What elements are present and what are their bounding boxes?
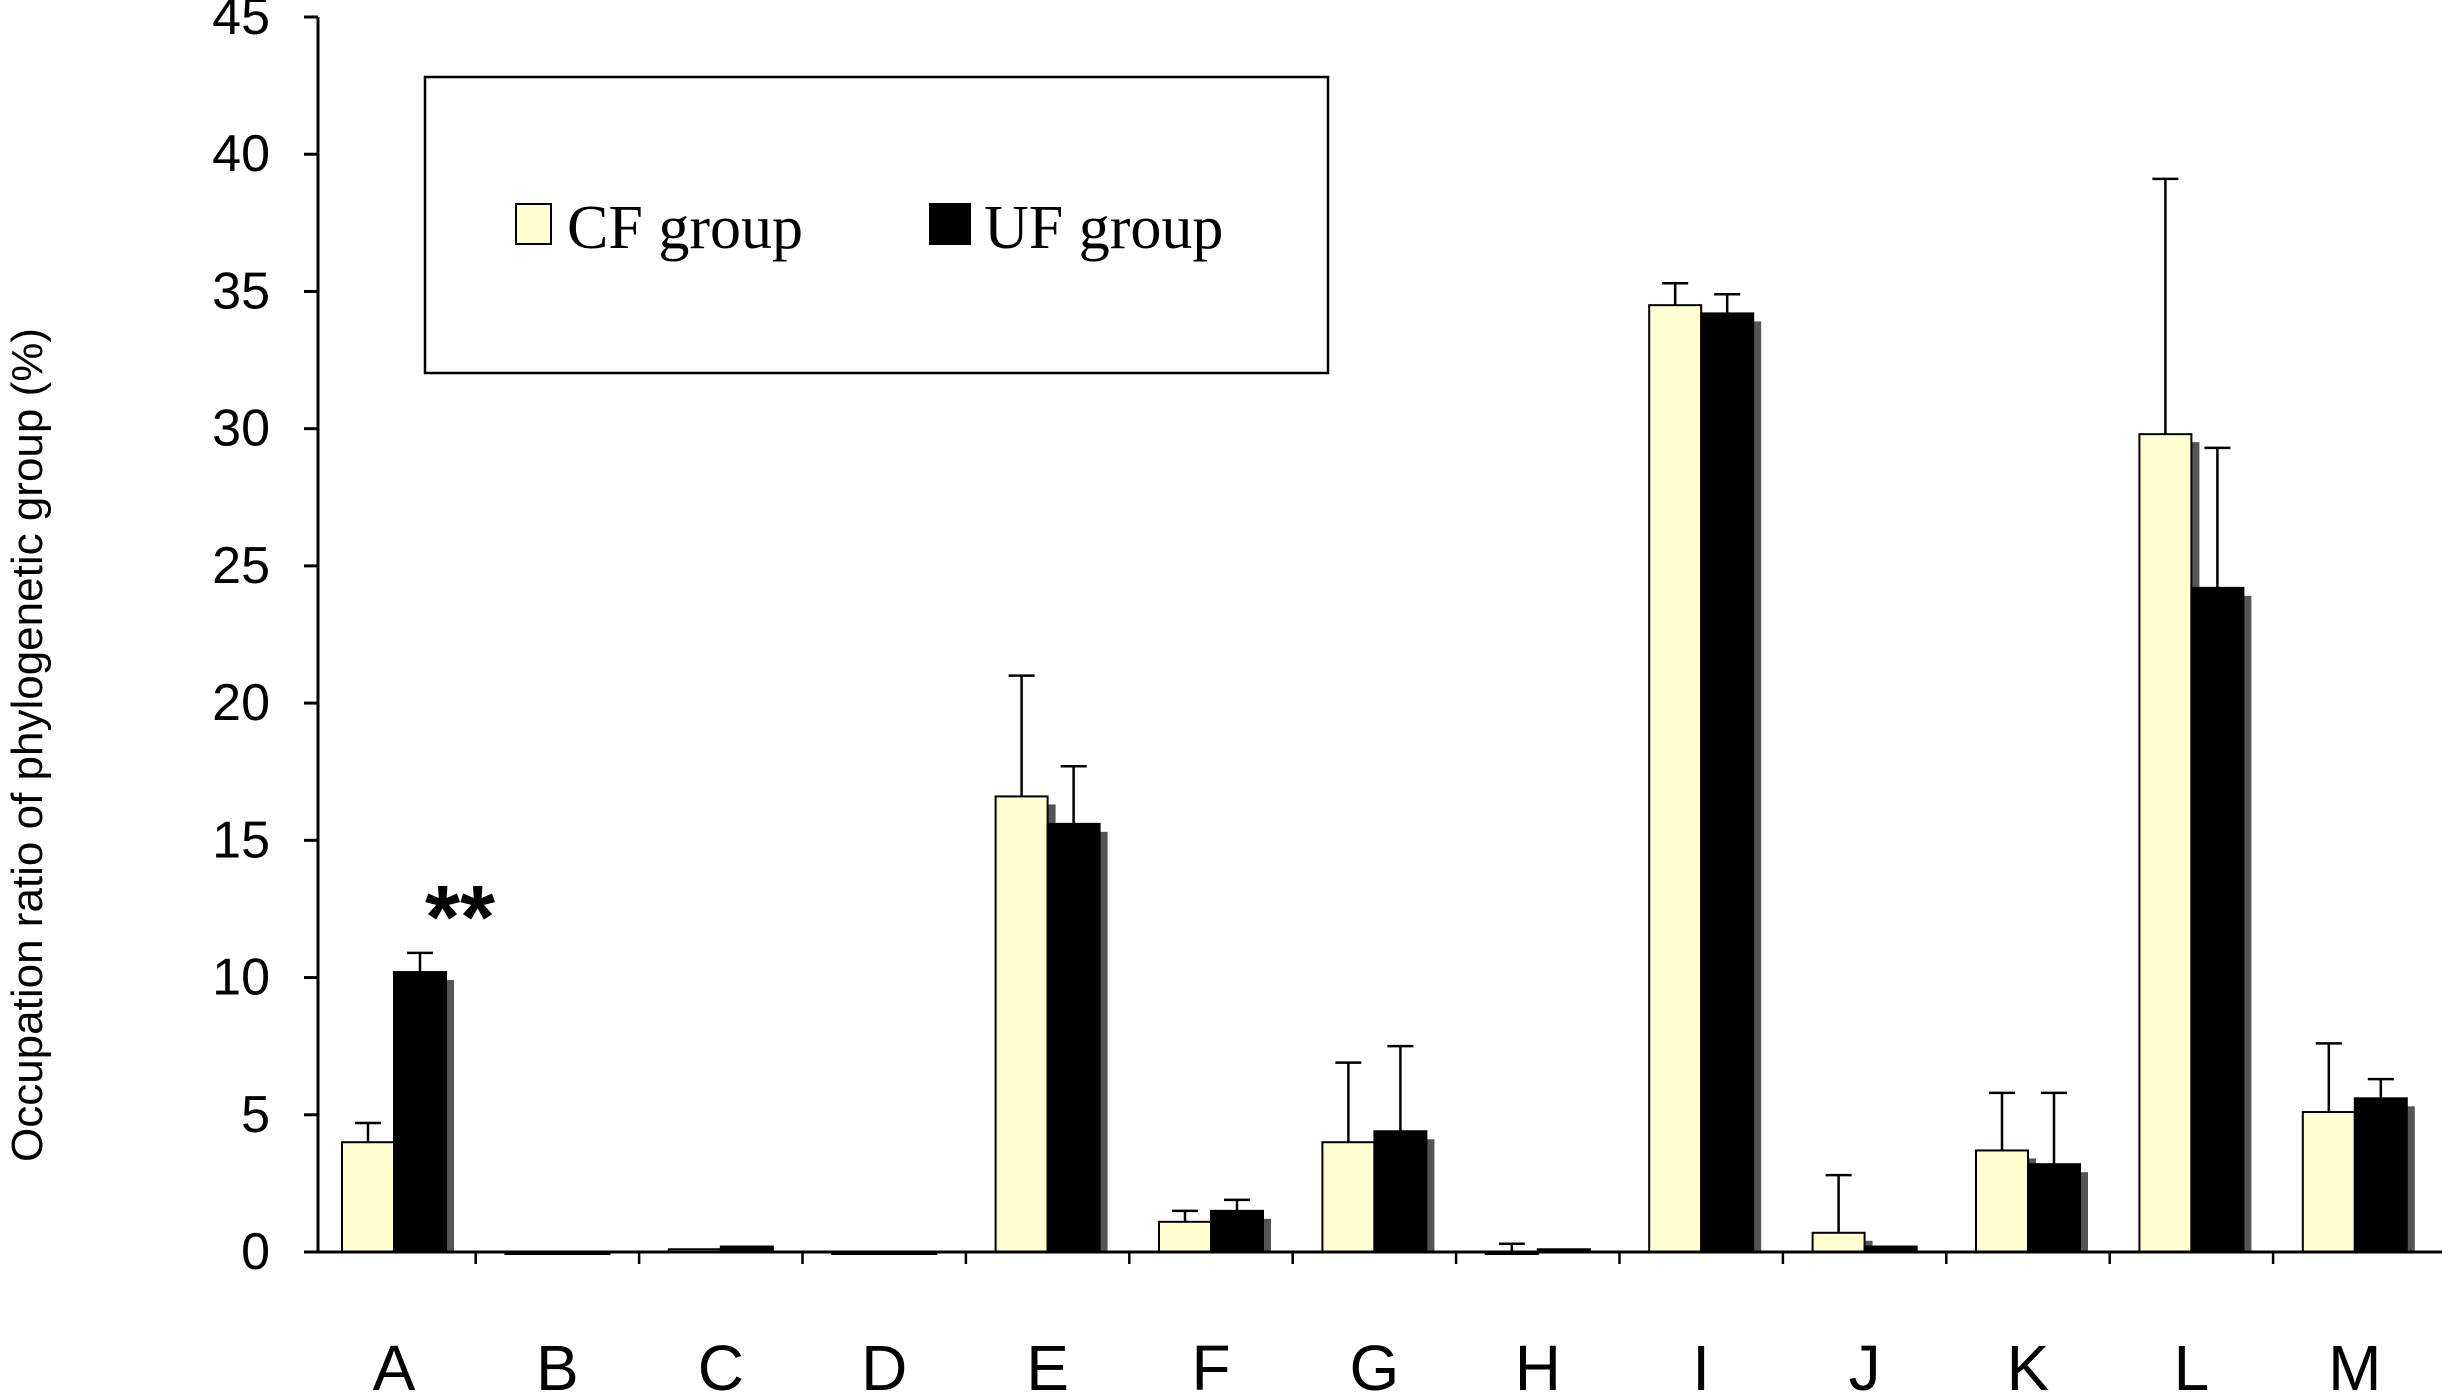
y-tick-label-30: 30 <box>212 400 270 458</box>
bar-f-uf-group <box>1210 1209 1264 1254</box>
significance-annotation-a: ** <box>425 868 495 968</box>
x-tick-label-g: G <box>1350 1332 1400 1392</box>
x-tick-label-j: J <box>1849 1332 1881 1392</box>
bar-m-cf-group <box>2301 1111 2356 1253</box>
bar-e-cf-group <box>994 795 1049 1254</box>
legend: CF group UF group <box>423 75 1330 375</box>
bar-g-cf-group <box>1321 1141 1376 1253</box>
bars-layer <box>341 304 2415 1255</box>
legend-box <box>423 75 1330 375</box>
y-tick-label-10: 10 <box>212 949 270 1007</box>
y-tick-label-45: 45 <box>212 0 270 46</box>
bar-i-cf-group <box>1648 304 1703 1253</box>
x-tick-label-l: L <box>2174 1332 2210 1392</box>
x-tick-label-m: M <box>2328 1332 2381 1392</box>
bar-l-cf-group <box>2138 433 2193 1253</box>
y-tick-label-15: 15 <box>212 811 270 869</box>
legend-label-cf-group: CF group <box>567 194 803 262</box>
labels-layer: A B C D E F G H I J K L M 0 5 10 15 20 25 30 35 40 45 ** <box>212 0 2381 1392</box>
x-tick-label-b: B <box>536 1332 579 1392</box>
bar-e-uf-group <box>1046 822 1101 1253</box>
legend-swatch-uf-group <box>929 203 971 245</box>
bar-k-uf-group <box>2027 1163 2081 1253</box>
bar-g-uf-group <box>1373 1130 1428 1253</box>
bar-f-cf-group <box>1158 1220 1212 1254</box>
error-bars-layer <box>355 177 2394 1252</box>
bar-j-cf-group <box>1811 1231 1866 1254</box>
axes-layer <box>304 15 2442 1264</box>
bar-i-uf-group <box>1700 312 1755 1253</box>
y-tick-label-25: 25 <box>212 537 270 595</box>
bar-k-cf-group <box>1975 1149 2029 1254</box>
x-tick-label-f: F <box>1191 1332 1230 1392</box>
y-tick-label-20: 20 <box>212 674 270 732</box>
x-tick-label-e: E <box>1026 1332 1069 1392</box>
y-axis-label: Occupation ratio of phylogenetic group (… <box>3 328 52 1162</box>
x-tick-label-i: I <box>1692 1332 1710 1392</box>
x-tick-label-k: K <box>2007 1332 2050 1392</box>
y-tick-label-5: 5 <box>241 1086 270 1144</box>
bar-a-uf-group <box>393 971 447 1253</box>
x-tick-label-d: D <box>861 1332 907 1392</box>
x-tick-label-c: C <box>698 1332 744 1392</box>
legend-swatch-cf-group <box>515 203 552 245</box>
bar-m-uf-group <box>2353 1097 2408 1254</box>
x-tick-label-a: A <box>373 1332 416 1392</box>
y-tick-label-40: 40 <box>212 125 270 183</box>
legend-label-uf-group: UF group <box>984 194 1223 262</box>
bar-l-uf-group <box>2190 586 2245 1253</box>
y-tick-label-0: 0 <box>241 1223 270 1281</box>
y-tick-label-35: 35 <box>212 262 270 320</box>
bar-a-cf-group <box>341 1141 395 1253</box>
x-tick-label-h: H <box>1515 1332 1561 1392</box>
